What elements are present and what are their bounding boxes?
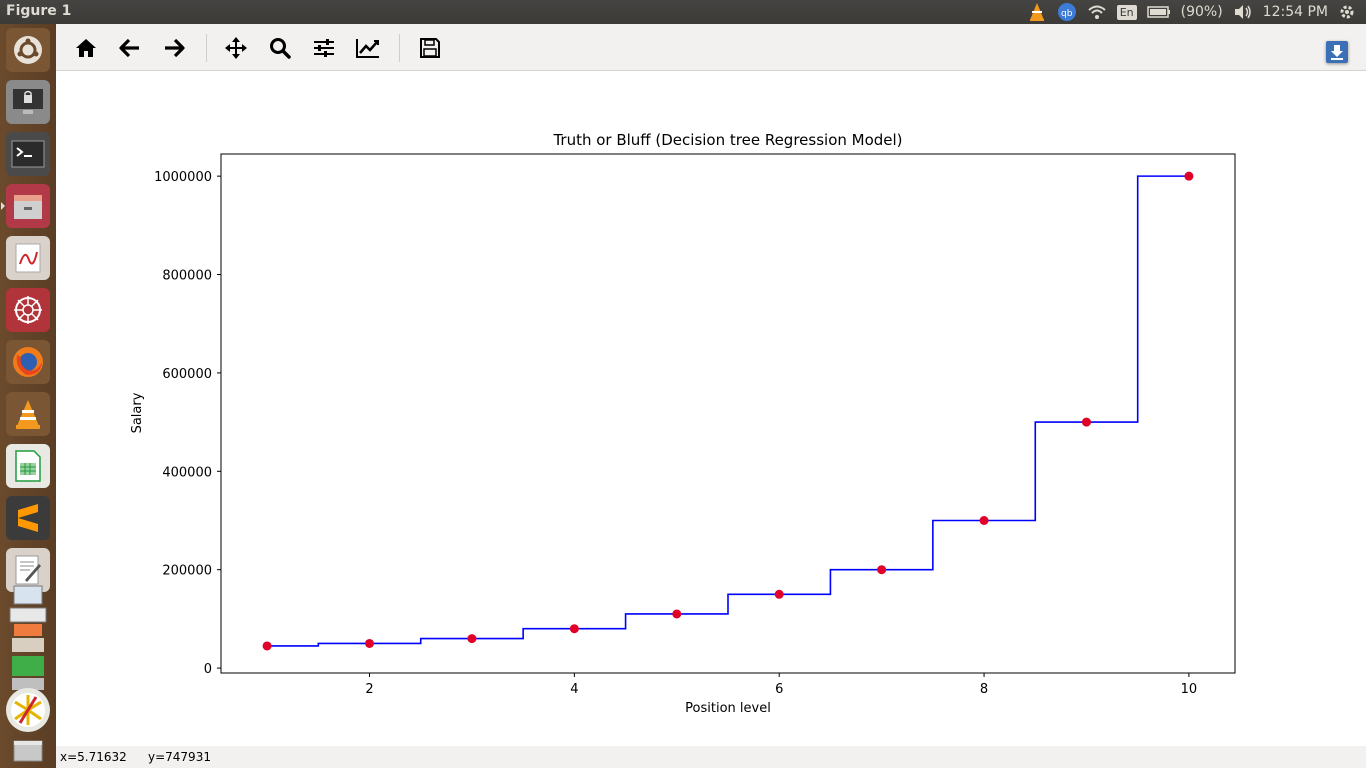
terminal-icon[interactable]	[6, 132, 50, 176]
sliders-icon	[314, 39, 334, 57]
y-axis-label: Salary	[130, 392, 145, 433]
download-button[interactable]	[1326, 41, 1348, 63]
clock[interactable]: 12:54 PM	[1262, 4, 1328, 20]
system-tray: qb En (90%) 12:54 PM	[1027, 0, 1366, 24]
data-point	[1184, 171, 1194, 181]
arrow-right-icon	[165, 38, 185, 58]
cursor-x-readout: x=5.71632	[60, 750, 127, 764]
ubuntu-icon[interactable]	[6, 28, 50, 72]
qbittorrent-tray-icon[interactable]: qb	[1057, 2, 1077, 22]
keyboard-layout-indicator[interactable]: En	[1116, 4, 1137, 20]
data-point	[365, 638, 375, 648]
y-tick-label: 400000	[162, 465, 212, 480]
volume-icon[interactable]	[1233, 4, 1253, 20]
download-arrow-icon	[1331, 45, 1343, 60]
sublime-icon[interactable]	[6, 496, 50, 540]
y-tick-label: 1000000	[154, 170, 212, 185]
trash-icon[interactable]	[6, 736, 50, 766]
pinwheel-icon[interactable]	[6, 688, 50, 732]
text-editor-icon[interactable]	[6, 548, 50, 592]
x-tick-label: 2	[365, 682, 373, 697]
y-tick-label: 0	[204, 662, 212, 677]
x-axis-label: Position level	[685, 701, 771, 716]
back-button[interactable]	[115, 33, 145, 63]
x-tick-label: 6	[775, 682, 783, 697]
floppy-disk-icon	[420, 38, 440, 58]
toolbar-separator	[399, 34, 400, 62]
figure-toolbar	[56, 24, 1366, 71]
pan-button[interactable]	[221, 33, 251, 63]
edit-axes-button[interactable]	[353, 33, 383, 63]
battery-percentage: (90%)	[1180, 4, 1223, 20]
y-tick-label: 800000	[162, 269, 212, 284]
data-point	[774, 589, 784, 599]
move-arrows-icon	[225, 37, 247, 59]
status-bar: x=5.71632 y=747931	[56, 746, 1366, 768]
stacked-apps-icon[interactable]	[6, 584, 50, 692]
files-icon[interactable]	[6, 184, 50, 228]
home-button[interactable]	[71, 33, 101, 63]
cursor-y-readout: y=747931	[148, 750, 211, 764]
spreadsheet-icon[interactable]	[6, 444, 50, 488]
document-viewer-icon[interactable]	[6, 236, 50, 280]
data-point	[467, 634, 477, 644]
data-point	[877, 565, 887, 575]
chart-title: Truth or Bluff (Decision tree Regression…	[552, 131, 902, 149]
configure-subplots-button[interactable]	[309, 33, 339, 63]
battery-icon[interactable]	[1146, 5, 1171, 19]
data-point	[1081, 417, 1091, 427]
y-tick-label: 200000	[162, 564, 212, 579]
home-icon	[76, 39, 96, 57]
forward-button[interactable]	[159, 33, 189, 63]
chart[interactable]: Truth or Bluff (Decision tree Regression…	[56, 71, 1366, 746]
lock-screen-icon[interactable]	[6, 80, 50, 124]
x-tick-label: 8	[980, 682, 988, 697]
data-point	[262, 641, 272, 651]
regression-step-line	[267, 175, 1189, 647]
data-point	[569, 624, 579, 634]
zoom-button[interactable]	[265, 33, 295, 63]
arrow-left-icon	[119, 38, 139, 58]
save-button[interactable]	[415, 33, 445, 63]
toolbar-separator	[206, 34, 207, 62]
axes-frame	[220, 153, 1236, 674]
x-tick-label: 10	[1181, 682, 1198, 697]
launcher	[0, 24, 56, 768]
network-icon[interactable]	[6, 288, 50, 332]
data-point	[672, 609, 682, 619]
magnifier-icon	[270, 38, 291, 59]
svg-text:qb: qb	[1061, 9, 1073, 19]
vlc-tray-icon[interactable]	[1027, 2, 1047, 22]
gear-icon[interactable]	[1338, 3, 1356, 21]
vlc-icon[interactable]	[6, 392, 50, 436]
x-tick-label: 4	[570, 682, 578, 697]
top-panel: Figure 1 qb En (90%) 12:54 PM	[0, 0, 1366, 24]
data-point	[979, 515, 989, 525]
line-chart-icon	[356, 39, 379, 58]
window-title: Figure 1	[6, 3, 72, 19]
firefox-icon[interactable]	[6, 340, 50, 384]
y-tick-label: 600000	[162, 367, 212, 382]
figure-canvas[interactable]: Truth or Bluff (Decision tree Regression…	[56, 71, 1366, 746]
wifi-icon[interactable]	[1087, 4, 1107, 20]
